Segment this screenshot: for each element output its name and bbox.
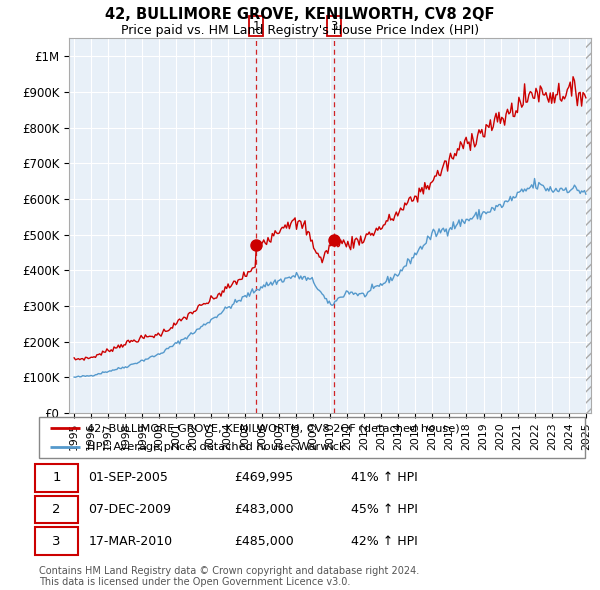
Text: Contains HM Land Registry data © Crown copyright and database right 2024.: Contains HM Land Registry data © Crown c… (39, 566, 419, 576)
Text: This data is licensed under the Open Government Licence v3.0.: This data is licensed under the Open Gov… (39, 577, 350, 587)
Text: 2: 2 (52, 503, 61, 516)
Text: 01-SEP-2005: 01-SEP-2005 (88, 471, 169, 484)
Text: 45% ↑ HPI: 45% ↑ HPI (350, 503, 418, 516)
Text: 42% ↑ HPI: 42% ↑ HPI (350, 535, 418, 548)
Text: 17-MAR-2010: 17-MAR-2010 (88, 535, 173, 548)
Text: 42, BULLIMORE GROVE, KENILWORTH, CV8 2QF: 42, BULLIMORE GROVE, KENILWORTH, CV8 2QF (105, 7, 495, 22)
Text: 41% ↑ HPI: 41% ↑ HPI (350, 471, 418, 484)
FancyBboxPatch shape (35, 496, 78, 523)
Text: Price paid vs. HM Land Registry's House Price Index (HPI): Price paid vs. HM Land Registry's House … (121, 24, 479, 37)
Text: £485,000: £485,000 (235, 535, 295, 548)
Text: 3: 3 (330, 20, 337, 33)
Bar (586, 38, 592, 413)
Text: 07-DEC-2009: 07-DEC-2009 (88, 503, 172, 516)
Text: 1: 1 (253, 20, 260, 33)
Text: £483,000: £483,000 (235, 503, 295, 516)
Text: 1: 1 (52, 471, 61, 484)
FancyBboxPatch shape (35, 464, 78, 491)
Text: 3: 3 (52, 535, 61, 548)
Text: HPI: Average price, detached house, Warwick: HPI: Average price, detached house, Warw… (87, 442, 346, 452)
FancyBboxPatch shape (35, 527, 78, 555)
Text: £469,995: £469,995 (235, 471, 294, 484)
Text: 42, BULLIMORE GROVE, KENILWORTH, CV8 2QF (detached house): 42, BULLIMORE GROVE, KENILWORTH, CV8 2QF… (87, 423, 460, 433)
